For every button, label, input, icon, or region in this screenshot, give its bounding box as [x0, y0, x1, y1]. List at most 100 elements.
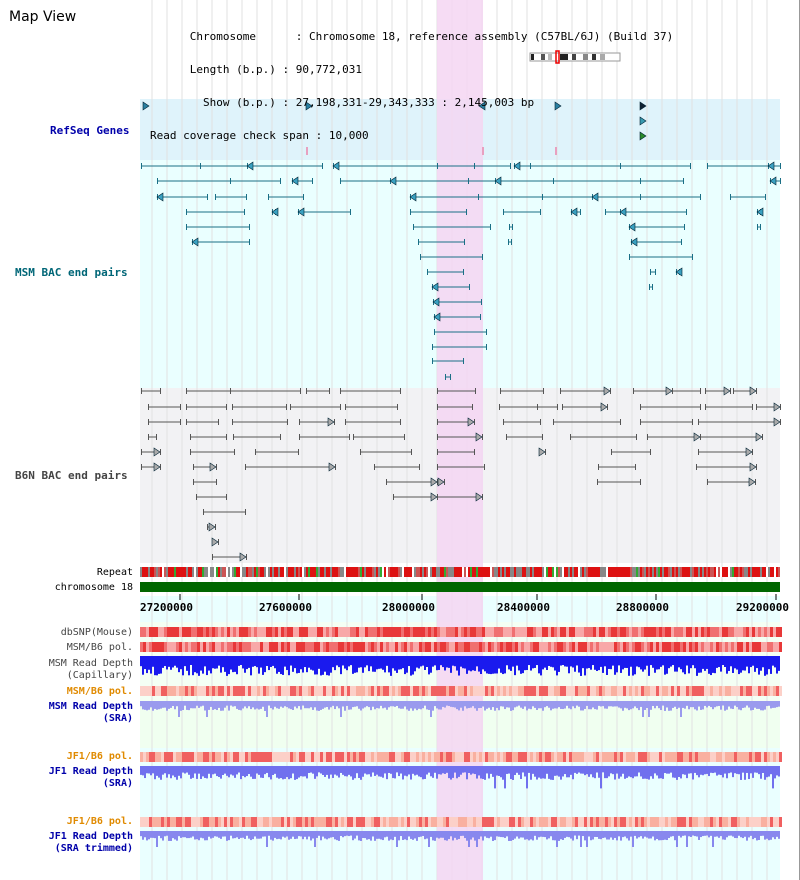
jf1-depth-trimmed-bar: [636, 831, 638, 839]
repeat-element: [152, 567, 154, 577]
jf1-pol-cell: [578, 752, 581, 762]
msm-depth-capillary-bar: [726, 656, 728, 674]
dbsnp-cell: [629, 627, 632, 637]
jf1-depth-trimmed-bar: [644, 831, 646, 837]
msm-depth-capillary-bar: [324, 656, 326, 672]
jf1-depth-sra-bar: [168, 766, 170, 775]
msm-pol2-cell: [164, 686, 167, 696]
jf1-pol2-cell: [743, 817, 746, 827]
msm-depth-capillary-bar: [576, 656, 578, 666]
msm-depth-capillary-bar: [336, 656, 338, 666]
msm-pol2-cell: [770, 686, 773, 696]
msm-pol-cell: [533, 642, 536, 652]
jf1-pol2-cell: [401, 817, 404, 827]
msm-depth-sra-bar: [544, 701, 546, 708]
msm-pol2-cell: [620, 686, 623, 696]
msm-pol-cell: [407, 642, 410, 652]
msm-pol2-cell: [611, 686, 614, 696]
jf1-depth-sra-bar: [152, 766, 154, 774]
msm-pol2-cell: [569, 686, 572, 696]
jf1-depth-trimmed-bar: [256, 831, 258, 839]
jf1-pol2-cell: [158, 817, 161, 827]
msm-depth-sra-bar: [202, 701, 204, 706]
repeat-element: [632, 567, 634, 577]
jf1-depth-sra-bar: [256, 766, 258, 774]
b6n-bac-end: [542, 434, 543, 440]
msm-depth-sra-bar: [390, 701, 392, 707]
track-label-msm-bac[interactable]: MSM BAC end pairs: [15, 266, 128, 279]
msm-pol2-cell: [290, 686, 293, 696]
msm-depth-sra-bar: [330, 701, 332, 708]
msm-depth-sra-bar: [400, 701, 402, 709]
repeat-element: [600, 567, 602, 577]
jf1-pol-cell: [221, 752, 224, 762]
dbsnp-cell: [419, 627, 422, 637]
msm-depth-capillary-bar: [610, 656, 612, 670]
b6n-bac-end: [245, 509, 246, 515]
msm-pol-cell: [647, 642, 650, 652]
msm-depth-capillary-bar: [184, 656, 186, 667]
jf1-depth-trimmed-bar: [182, 831, 184, 838]
repeat-element: [466, 567, 468, 577]
msm-depth-capillary-bar: [252, 656, 254, 667]
msm-depth-sra-bar: [278, 701, 280, 709]
jf1-pol-cell: [755, 752, 758, 762]
repeat-element: [420, 567, 422, 577]
dbsnp-cell: [704, 627, 707, 637]
msm-depth-sra-bar: [186, 701, 188, 710]
msm-pol2-cell: [479, 686, 482, 696]
msm-depth-capillary-bar: [402, 656, 404, 669]
dbsnp-cell: [620, 627, 623, 637]
dbsnp-cell: [200, 627, 203, 637]
msm-depth-sra-bar: [562, 701, 564, 710]
dbsnp-cell: [287, 627, 290, 637]
msm-pol-cell: [332, 642, 335, 652]
jf1-depth-trimmed-bar: [274, 831, 276, 838]
msm-depth-capillary-bar: [226, 656, 228, 676]
jf1-pol-cell: [446, 752, 449, 762]
msm-depth-capillary-bar: [388, 656, 390, 673]
msm-depth-capillary-bar: [738, 656, 740, 675]
msm-depth-sra-bar: [306, 701, 308, 709]
msm-depth-capillary-bar: [534, 656, 536, 668]
jf1-depth-trimmed-bar: [398, 831, 400, 841]
repeat-element: [276, 567, 278, 577]
msm-bac-end: [312, 178, 313, 184]
msm-depth-capillary-bar: [506, 656, 508, 666]
b6n-bac-end: [437, 494, 438, 500]
repeat-element: [768, 567, 770, 577]
msm-depth-capillary-bar: [434, 656, 436, 666]
msm-bac-end: [450, 374, 451, 380]
dbsnp-cell: [707, 627, 710, 637]
msm-depth-sra-bar: [366, 701, 368, 707]
msm-pol-cell: [212, 642, 215, 652]
msm-depth-sra-bar: [274, 701, 276, 707]
jf1-pol-cell: [296, 752, 299, 762]
jf1-pol2-cell: [197, 817, 200, 827]
jf1-depth-trimmed-bar: [566, 831, 568, 837]
msm-pol-cell: [704, 642, 707, 652]
jf1-pol2-cell: [602, 817, 605, 827]
dbsnp-cell: [161, 627, 164, 637]
dbsnp-cell: [692, 627, 695, 637]
jf1-depth-trimmed-bar: [592, 831, 594, 840]
repeat-element: [148, 567, 150, 577]
repeat-element: [770, 567, 772, 577]
track-label-refseq[interactable]: RefSeq Genes: [50, 124, 130, 137]
track-label-b6n-bac[interactable]: B6N BAC end pairs: [15, 469, 128, 482]
jf1-depth-sra-bar: [520, 766, 522, 779]
jf1-depth-trimmed-bar: [662, 831, 664, 841]
dbsnp-cell: [461, 627, 464, 637]
jf1-pol2-cell: [620, 817, 623, 827]
jf1-pol2-cell: [347, 817, 350, 827]
msm-depth-sra-bar: [350, 701, 352, 710]
jf1-depth-sra-bar: [518, 766, 520, 775]
jf1-depth-sra-bar: [538, 766, 540, 778]
repeat-element: [392, 567, 394, 577]
jf1-pol2-cell: [725, 817, 728, 827]
msm-pol-cell: [701, 642, 704, 652]
dbsnp-cell: [737, 627, 740, 637]
jf1-depth-trimmed-bar: [432, 831, 434, 841]
jf1-pol-cell: [440, 752, 443, 762]
